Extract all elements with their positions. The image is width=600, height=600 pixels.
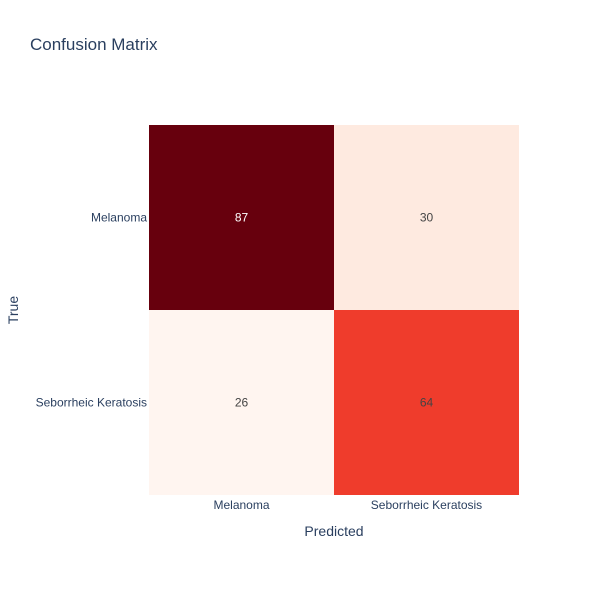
cell-value-label: 87 <box>235 211 249 225</box>
heatmap-cell-seborrheic-keratosis-vs-seborrheic-keratosis <box>334 310 519 495</box>
cell-value-label: 64 <box>420 396 434 410</box>
y-axis-ticks: Melanoma Seborrheic Keratosis <box>36 211 148 410</box>
x-tick-label: Melanoma <box>213 498 269 512</box>
y-axis-title: True <box>5 296 21 324</box>
x-axis-ticks: Melanoma Seborrheic Keratosis <box>213 498 482 512</box>
heatmap-cells <box>149 125 519 495</box>
cell-value-label: 30 <box>420 211 434 225</box>
cell-value-label: 26 <box>235 396 249 410</box>
heatmap-cell-melanoma-vs-melanoma <box>149 125 334 310</box>
cell-value-labels: 87 30 26 64 <box>235 211 434 410</box>
chart-title: Confusion Matrix <box>30 35 158 54</box>
y-tick-label: Seborrheic Keratosis <box>36 396 147 410</box>
heatmap-cell-seborrheic-keratosis-vs-melanoma <box>149 310 334 495</box>
x-tick-label: Seborrheic Keratosis <box>371 498 482 512</box>
heatmap-cell-melanoma-vs-seborrheic-keratosis <box>334 125 519 310</box>
y-tick-label: Melanoma <box>91 211 147 225</box>
x-axis-title: Predicted <box>304 523 363 539</box>
